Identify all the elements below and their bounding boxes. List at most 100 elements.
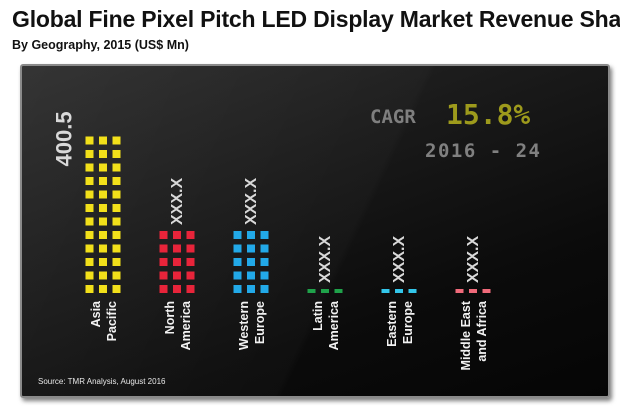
value-label: XXX.X <box>391 236 408 283</box>
bar-dot <box>233 285 242 293</box>
category-label: Latin <box>311 301 325 331</box>
bar-dot <box>99 244 107 253</box>
bar-dot <box>233 271 242 280</box>
chart-subtitle: By Geography, 2015 (US$ Mn) <box>12 38 189 52</box>
bar-dot <box>186 271 195 280</box>
bar-dot <box>85 244 94 253</box>
bar-dot <box>99 271 107 280</box>
bar-dot <box>260 244 269 253</box>
bar-dot <box>85 285 94 293</box>
bar-dot <box>99 177 107 185</box>
bar-dot <box>85 204 94 212</box>
bar-dot <box>112 258 121 266</box>
bar-dot <box>112 271 121 280</box>
value-label: XXX.X <box>243 178 260 225</box>
bar-asia-pacific <box>85 136 121 293</box>
category-label: Eastern <box>385 301 399 347</box>
bar-dot <box>85 190 94 199</box>
bar-dot <box>99 217 107 226</box>
bar-dot <box>99 204 107 212</box>
bar-dot <box>112 136 121 145</box>
bar-dot <box>112 190 121 199</box>
category-label: North <box>163 301 177 334</box>
bar-middle-east-and-africa <box>455 289 491 293</box>
bar-dot <box>173 258 181 266</box>
bar-dot <box>112 204 121 212</box>
bar-dot <box>85 177 94 185</box>
bar-dot <box>307 289 316 293</box>
bar-dot <box>233 258 242 266</box>
value-label: XXX.X <box>465 236 482 283</box>
bar-dot <box>173 271 181 280</box>
bar-dot <box>99 258 107 266</box>
bar-dot <box>112 231 121 239</box>
bar-dot <box>186 231 195 239</box>
bar-dot <box>233 244 242 253</box>
category-label: Europe <box>253 301 267 344</box>
bar-dot <box>159 258 168 266</box>
category-label: Western <box>237 301 251 350</box>
bar-latin-america <box>307 289 343 293</box>
bar-dot <box>173 244 181 253</box>
bar-dot <box>99 190 107 199</box>
bar-dot <box>112 217 121 226</box>
bar-dot <box>381 289 390 293</box>
bar-dot <box>247 244 255 253</box>
cagr-period: 2016 - 24 <box>425 140 541 162</box>
bar-dot <box>469 289 477 293</box>
bar-dot <box>159 271 168 280</box>
cagr-label: CAGR <box>370 106 416 128</box>
category-label: Europe <box>401 301 415 344</box>
bar-dot <box>99 163 107 172</box>
bar-dot <box>482 289 491 293</box>
category-label: Middle East <box>459 300 473 370</box>
chart-panel: 400.5 XXX.X XXX.X XXX.X XXX.X XXX.X Asia Pacif… <box>20 64 610 398</box>
cagr-value: 15.8% <box>446 98 530 131</box>
bar-dot <box>112 163 121 172</box>
bar-dot <box>85 136 94 145</box>
bar-dot <box>159 244 168 253</box>
value-label: XXX.X <box>317 236 334 283</box>
value-label: XXX.X <box>169 178 186 225</box>
bar-dot <box>260 271 269 280</box>
value-labels: 400.5 XXX.X XXX.X XXX.X XXX.X XXX.X <box>52 111 483 283</box>
bar-dot <box>247 271 255 280</box>
bar-dot <box>321 289 329 293</box>
bar-dot <box>99 136 107 145</box>
bar-dot <box>173 285 181 293</box>
bar-dot <box>85 231 94 239</box>
bar-dot <box>173 231 181 239</box>
bar-dot <box>233 231 242 239</box>
bar-dot <box>85 258 94 266</box>
bar-dot <box>260 258 269 266</box>
category-label: America <box>179 300 193 350</box>
bar-dot <box>99 150 107 158</box>
chart-title: Global Fine Pixel Pitch LED Display Mark… <box>12 6 620 32</box>
bar-chart: 400.5 XXX.X XXX.X XXX.X XXX.X XXX.X Asia Pacif… <box>52 98 541 371</box>
bar-dot <box>186 244 195 253</box>
category-label: America <box>327 300 341 350</box>
bar-dot <box>99 285 107 293</box>
bar-dot <box>260 285 269 293</box>
bar-dot <box>408 289 417 293</box>
bar-dot <box>247 258 255 266</box>
bar-dot <box>112 150 121 158</box>
bar-dot <box>247 285 255 293</box>
bar-eastern-europe <box>381 289 417 293</box>
bar-dot <box>99 231 107 239</box>
category-label: Pacific <box>105 301 119 341</box>
value-label: 400.5 <box>52 111 77 166</box>
bar-dot <box>112 244 121 253</box>
bar-dot <box>85 150 94 158</box>
category-labels: Asia Pacific North America Western Europe Lati… <box>89 300 489 371</box>
bar-dot <box>455 289 464 293</box>
bar-dot <box>334 289 343 293</box>
category-label: Asia <box>89 300 103 327</box>
bar-dot <box>260 231 269 239</box>
bar-north-america <box>159 231 195 293</box>
category-label: and Africa <box>475 300 489 362</box>
bar-groups <box>85 136 491 293</box>
bar-dot <box>159 285 168 293</box>
bar-dot <box>247 231 255 239</box>
source-note: Source: TMR Analysis, August 2016 <box>38 377 166 386</box>
